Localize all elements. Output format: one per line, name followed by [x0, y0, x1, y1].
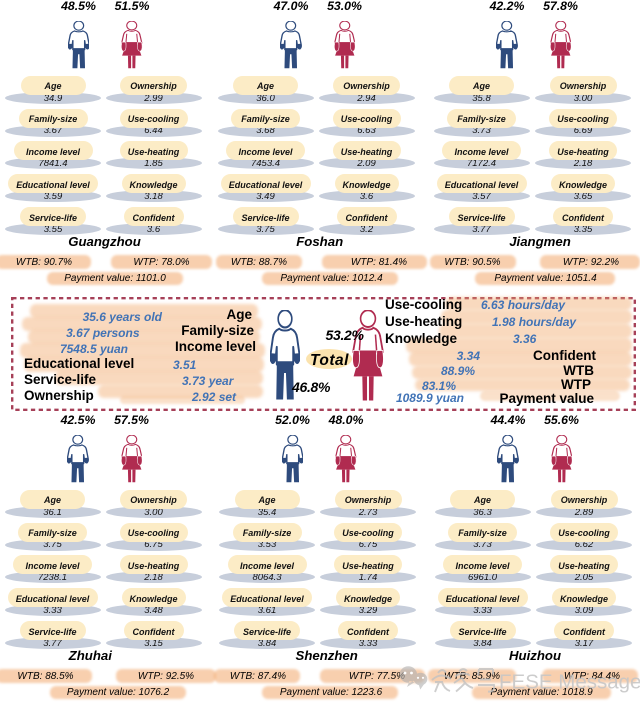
svg-text:FESE Message: FESE Message — [499, 671, 640, 694]
